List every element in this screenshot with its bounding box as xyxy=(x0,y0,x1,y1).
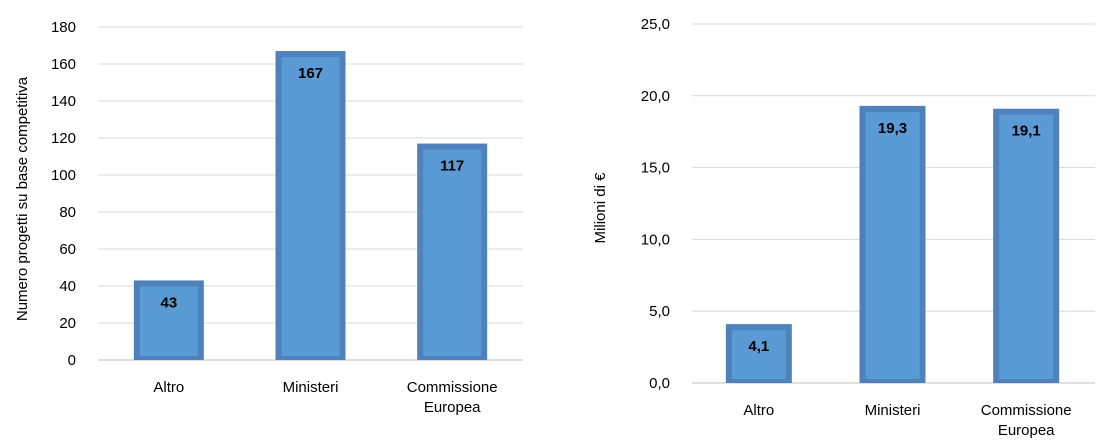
bar-face xyxy=(281,57,340,357)
bar-face xyxy=(423,149,482,356)
data-label: 4,1 xyxy=(748,338,769,355)
y-tick-label: 20,0 xyxy=(641,88,670,105)
x-tick-label: Commissione xyxy=(981,402,1072,419)
data-label: 167 xyxy=(298,65,323,82)
chart-projects: 0 20 40 60 80 100 120 140 160 180 Numero progetti … xyxy=(14,19,523,416)
y-tick-label: 0 xyxy=(68,352,76,369)
x-tick-label: Altro xyxy=(153,379,184,396)
y-tick-label: 160 xyxy=(51,56,76,73)
y-tick-label: 100 xyxy=(51,167,76,184)
data-label: 43 xyxy=(160,294,177,311)
x-tick-label: Ministeri xyxy=(865,402,921,419)
y-tick-label: 180 xyxy=(51,19,76,36)
y-tick-label: 25,0 xyxy=(641,16,670,33)
y-tick-label: 20 xyxy=(59,315,76,332)
y-axis-label: Numero progetti su base competitiva xyxy=(14,76,31,321)
chart-funding: 0,0 5,0 10,0 15,0 20,0 25,0 Milioni di € 4,1 Alt… xyxy=(592,16,1095,439)
y-tick-label: 60 xyxy=(59,241,76,258)
bar-face xyxy=(731,330,786,379)
bar-face xyxy=(999,114,1054,379)
y-tick-label: 80 xyxy=(59,204,76,221)
x-tick-label: Europea xyxy=(998,422,1055,439)
y-tick-label: 120 xyxy=(51,130,76,147)
y-tick-label: 5,0 xyxy=(649,303,670,320)
y-tick-label: 15,0 xyxy=(641,160,670,177)
y-tick-label: 10,0 xyxy=(641,231,670,248)
x-tick-label: Ministeri xyxy=(283,379,339,396)
y-tick-label: 140 xyxy=(51,93,76,110)
x-tick-label: Commissione xyxy=(407,379,498,396)
bar-face xyxy=(865,111,920,380)
data-label: 117 xyxy=(440,158,464,175)
y-tick-label: 0,0 xyxy=(649,375,670,392)
data-label: 19,1 xyxy=(1012,123,1041,140)
y-axis-label: Milioni di € xyxy=(592,172,609,244)
x-tick-label: Europea xyxy=(424,399,481,416)
y-tick-label: 40 xyxy=(59,278,76,295)
bar-face xyxy=(139,286,198,356)
data-label: 19,3 xyxy=(878,120,907,137)
x-tick-label: Altro xyxy=(743,402,774,419)
